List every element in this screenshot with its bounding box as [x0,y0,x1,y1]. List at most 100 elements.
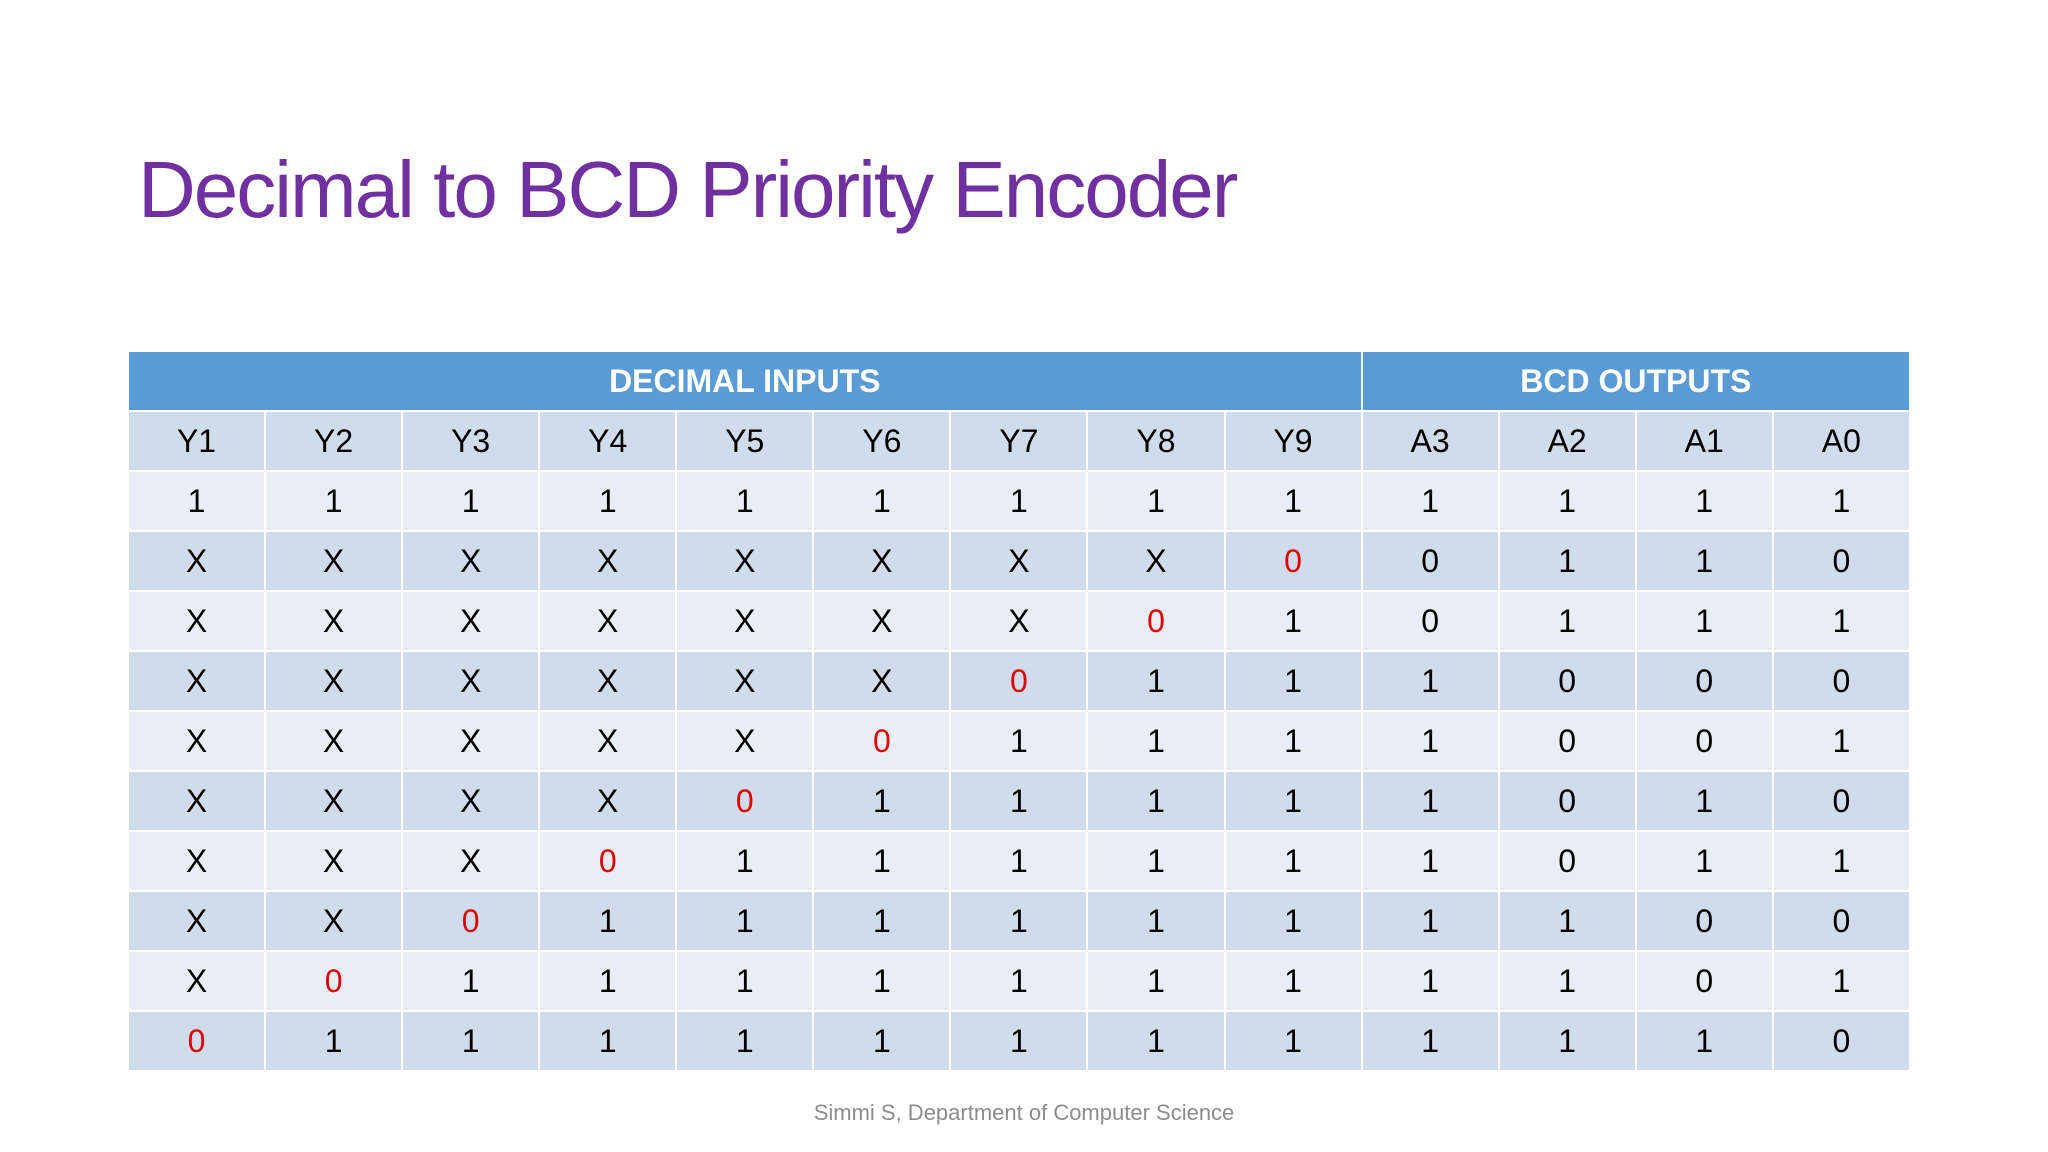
table-cell: X [126,590,267,652]
table-cell: 1 [812,830,952,892]
table-cell: 0 [1086,590,1226,652]
table-cell: 1 [1223,830,1363,892]
table-cell: 1 [949,1010,1089,1072]
table-cell: 1 [812,470,952,532]
table-cell: 1 [538,890,678,952]
table-cell: 1 [1634,770,1774,832]
table-cell: 1 [1360,830,1500,892]
table-cell: 1 [1360,470,1500,532]
table-cell: 1 [1086,830,1226,892]
group-header-bcd-outputs: BCD OUTPUTS [1360,350,1912,412]
table-cell: 1 [1771,710,1912,772]
table-cell: 0 [1634,710,1774,772]
table-cell: X [675,650,815,712]
table-cell: 1 [1086,1010,1226,1072]
truth-table: DECIMAL INPUTS BCD OUTPUTS Y1 Y2 Y3 Y4 Y5 Y6 Y7… [126,350,1912,1072]
table-cell: 0 [1223,530,1363,592]
table-cell: X [675,710,815,772]
table-cell: X [949,590,1089,652]
slide-footer: Simmi S, Department of Computer Science [813,1100,1235,1125]
table-cell: 1 [1086,470,1226,532]
table-cell: X [126,830,267,892]
table-cell: X [538,710,678,772]
table-cell: 1 [675,470,815,532]
table-cell: 1 [538,950,678,1012]
table-cell: X [812,530,952,592]
table-cell: 1 [1223,590,1363,652]
table-cell: 0 [1771,530,1912,592]
column-header-a0: A0 [1771,410,1912,472]
table-cell: 1 [1497,590,1637,652]
column-header-y8: Y8 [1086,410,1226,472]
table-cell: 1 [812,890,952,952]
table-cell: X [401,770,541,832]
slide-title: Decimal to BCD Priority Encoder [138,145,1238,234]
table-cell: X [264,530,404,592]
table-cell: X [675,590,815,652]
table-cell: 0 [1497,770,1637,832]
table-cell: X [401,530,541,592]
table-cell: 1 [1771,590,1912,652]
column-header-a1: A1 [1634,410,1774,472]
table-cell: 0 [126,1010,267,1072]
table-cell: 0 [1771,1010,1912,1072]
table-cell: 1 [1360,710,1500,772]
table-cell: 1 [1360,770,1500,832]
column-header-a3: A3 [1360,410,1500,472]
table-cell: 1 [1223,890,1363,952]
table-cell: X [538,590,678,652]
table-cell: 1 [1360,1010,1500,1072]
table-cell: 1 [1634,530,1774,592]
table-cell: 1 [1634,470,1774,532]
table-cell: 1 [1223,470,1363,532]
table-cell: 0 [1771,650,1912,712]
table-cell: 1 [126,470,267,532]
table-cell: 0 [1634,950,1774,1012]
table-cell: X [538,770,678,832]
table-cell: 1 [675,1010,815,1072]
table-cell: 1 [949,950,1089,1012]
group-header-row: DECIMAL INPUTS BCD OUTPUTS [127,350,1912,412]
column-header-y9: Y9 [1223,410,1363,472]
table-cell: 0 [675,770,815,832]
table-cell: 1 [1360,890,1500,952]
table-cell: X [126,950,267,1012]
table-cell: X [401,710,541,772]
table-cell: 0 [1360,590,1500,652]
column-header-y2: Y2 [264,410,404,472]
table-cell: 1 [264,470,404,532]
table-cell: 1 [812,770,952,832]
table-cell: X [126,710,267,772]
table-cell: 1 [1086,710,1226,772]
table-cell: 1 [1497,1010,1637,1072]
table-cell: 1 [1634,830,1774,892]
table-cell: X [401,650,541,712]
table-cell: 0 [538,830,678,892]
table-cell: 1 [1497,530,1637,592]
table-cell: 1 [1223,650,1363,712]
table-cell: 1 [1086,650,1226,712]
table-cell: X [675,530,815,592]
column-header-y6: Y6 [812,410,952,472]
table-cell: X [538,530,678,592]
table-cell: 1 [1771,830,1912,892]
column-header-row: Y1 Y2 Y3 Y4 Y5 Y6 Y7 Y8 Y9 A3 A2 A1 A0 [126,410,1912,472]
table-cell: 1 [1634,1010,1774,1072]
table-cell: 1 [949,710,1089,772]
table-cell: 1 [1497,890,1637,952]
table-cell: 1 [1634,590,1774,652]
column-header-y7: Y7 [949,410,1089,472]
table-cell: 0 [401,890,541,952]
column-header-a2: A2 [1497,410,1637,472]
column-header-y5: Y5 [675,410,815,472]
table-cell: 0 [1497,650,1637,712]
